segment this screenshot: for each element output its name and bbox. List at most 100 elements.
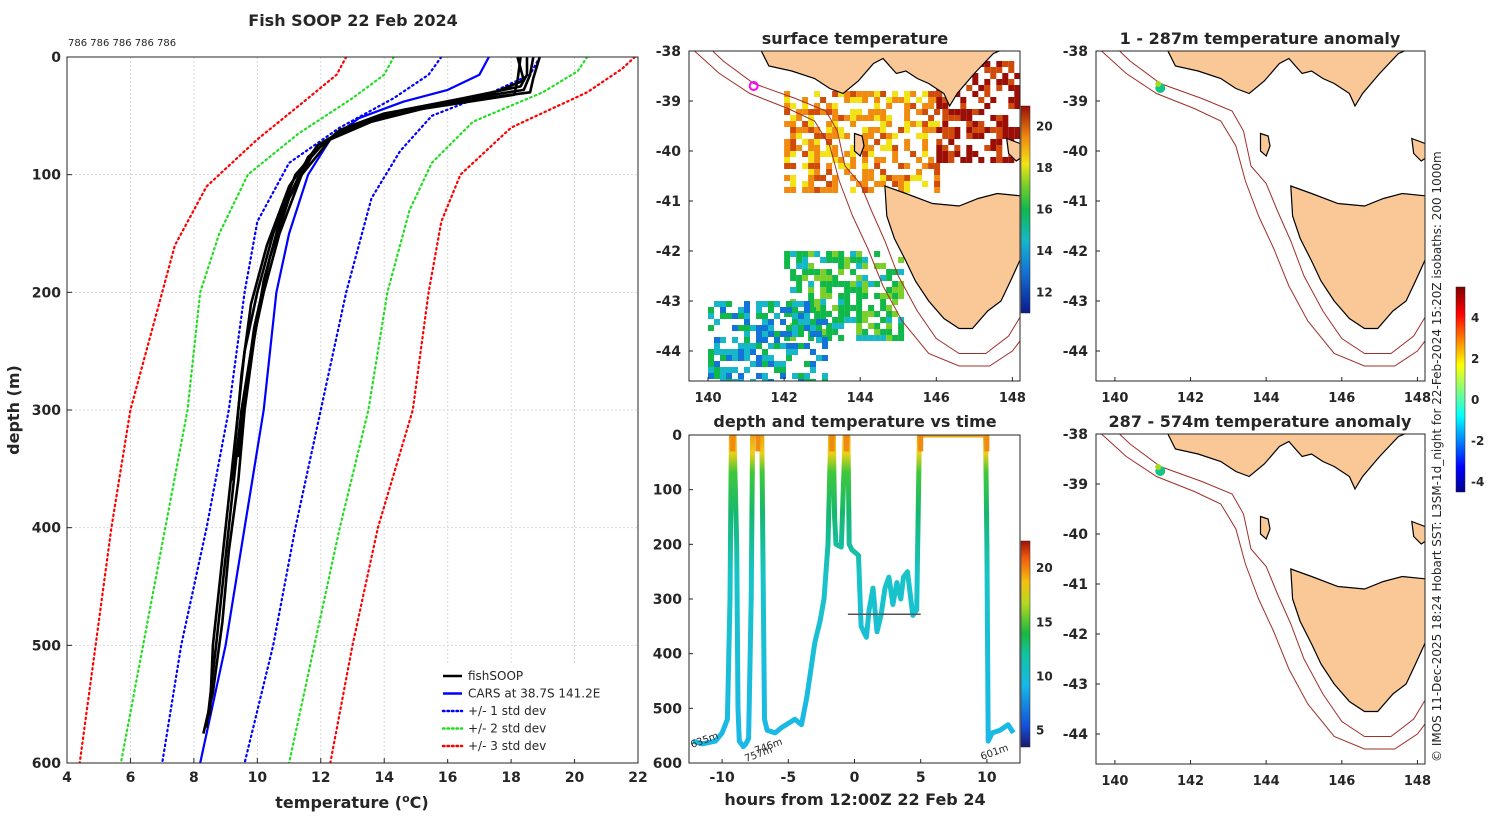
timeseries-ytick-label: 600 [653, 756, 682, 772]
sst-pixel [808, 163, 815, 169]
sst-pixel [880, 305, 887, 311]
sst-pixel [826, 311, 833, 317]
sst-pixel [802, 187, 809, 193]
sst-colorbar-tick-label: 16 [1036, 203, 1053, 217]
sst-pixel [928, 163, 935, 169]
sst-pixel [990, 157, 997, 163]
sst-pixel [762, 373, 768, 379]
sst-pixel [934, 181, 941, 187]
sst-pixel [796, 257, 803, 263]
sst-colorbar-tick-label: 18 [1036, 161, 1053, 175]
sst-pixel [984, 61, 991, 67]
sst-pixel [798, 373, 804, 379]
sst-pixel [862, 163, 869, 169]
sst-pixel [886, 97, 893, 103]
sst-pixel [832, 109, 839, 115]
sst-pixel [850, 251, 857, 257]
sst-pixel [808, 263, 815, 269]
sst-pixel [868, 175, 875, 181]
sst-pixel [996, 139, 1003, 145]
sst-pixel [804, 343, 810, 349]
legend-label-4: +/- 3 std dev [468, 739, 546, 753]
sst-pixel [966, 133, 973, 139]
sst-pixel [796, 263, 803, 269]
a1-xtick-label: 144 [1253, 391, 1280, 406]
sst-pixel [928, 97, 935, 103]
sst-pixel [768, 379, 774, 381]
sst-pixel [810, 319, 816, 325]
sst-pixel [774, 331, 780, 337]
sst-pixel [1002, 157, 1009, 163]
sst-pixel [844, 281, 851, 287]
sst-pixel [1008, 61, 1015, 67]
sst-xtick-label: 142 [771, 391, 798, 406]
sst-pixel [808, 121, 815, 127]
sst-pixel [790, 287, 797, 293]
sst-pixel [708, 373, 714, 379]
sst-pixel [790, 133, 797, 139]
sst-pixel [762, 379, 768, 381]
a2-xtick-label: 140 [1101, 774, 1128, 789]
sst-colorbar-tick-label: 12 [1036, 285, 1053, 299]
sst-pixel [714, 373, 720, 379]
profile-ytick-label: 100 [32, 168, 61, 184]
sst-pixel [798, 301, 804, 307]
anomaly-panel-2: 287 - 574m temperature anomaly 140 142 144… [1063, 412, 1431, 789]
sst-pixel [856, 317, 863, 323]
sst-pixel [868, 305, 875, 311]
sst-pixel [814, 305, 821, 311]
sst-pixel [804, 307, 810, 313]
sst-pixel [814, 187, 821, 193]
sst-pixel [984, 85, 991, 91]
sst-pixel [850, 187, 857, 193]
sst-pixel [756, 331, 762, 337]
profile-ytick-label: 600 [32, 756, 61, 772]
sst-pixel [798, 379, 804, 381]
sst-pixel [714, 361, 720, 367]
sst-pixel [838, 281, 845, 287]
anomaly-colorbar-tick-label: -4 [1471, 475, 1484, 489]
sst-axes-box [688, 50, 1021, 382]
sst-pixel [838, 323, 845, 329]
sst-pixel [850, 97, 857, 103]
sst-pixel [708, 313, 714, 319]
sst-pixel [732, 379, 738, 381]
sst-pixel [856, 257, 863, 263]
sst-pixel [774, 337, 780, 343]
timeseries-background [689, 435, 1020, 763]
sst-pixel [850, 109, 857, 115]
sst-pixel [996, 115, 1003, 121]
sst-pixel [796, 115, 803, 121]
sst-pixel [714, 337, 720, 343]
sst-pixel [862, 257, 869, 263]
a1-ytick-label: -40 [1063, 144, 1089, 160]
sst-pixel [874, 311, 881, 317]
sst-pixel [808, 293, 815, 299]
a1-ytick-label: -39 [1063, 94, 1088, 110]
sst-pixel [786, 325, 792, 331]
a1-anomaly-marker-top [1155, 81, 1162, 87]
sst-pixel [826, 145, 833, 151]
sst-pixel [780, 343, 786, 349]
sst-pixel [868, 323, 875, 329]
profile-ylabel: depth (m) [4, 365, 23, 455]
sst-map [693, 51, 1020, 381]
sst-pixel [726, 349, 732, 355]
sst-pixel [832, 329, 839, 335]
sst-xtick-label: 146 [923, 391, 950, 406]
sst-pixel [708, 307, 714, 313]
sst-pixel [792, 349, 798, 355]
legend-label-3: +/- 2 std dev [468, 722, 546, 736]
sst-pixel [886, 323, 893, 329]
sst-pixel [990, 145, 997, 151]
sst-pixel [972, 109, 979, 115]
sst-pixel [966, 115, 973, 121]
sst-pixel [844, 287, 851, 293]
sst-pixel [804, 313, 810, 319]
sst-pixel [784, 187, 791, 193]
sst-pixel [966, 145, 973, 151]
sst-pixel [832, 133, 839, 139]
sst-pixel [790, 163, 797, 169]
sst-pixel [990, 115, 997, 121]
sst-pixel [820, 275, 827, 281]
